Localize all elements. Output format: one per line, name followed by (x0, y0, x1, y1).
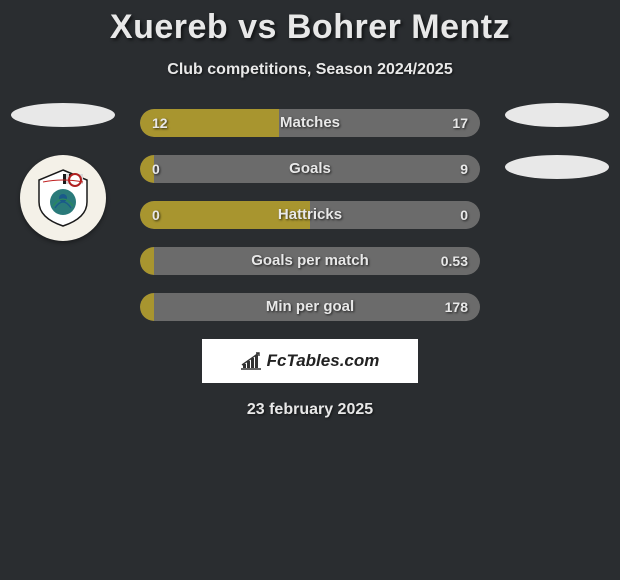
stat-label: Min per goal (140, 293, 480, 321)
stat-label: Matches (140, 109, 480, 137)
comparison-panel: 1217Matches 09Goals 00Hattricks 0.53Goals p… (0, 109, 620, 419)
stat-row: 00Hattricks (140, 201, 480, 229)
club-crest-left (20, 155, 106, 241)
page-title: Xuereb vs Bohrer Mentz (0, 0, 620, 47)
logo-text: FcTables.com (267, 351, 380, 371)
right-player-badges (502, 103, 612, 207)
club-placeholder-icon (505, 155, 609, 179)
fctables-logo[interactable]: FcTables.com (202, 339, 418, 383)
stat-label: Goals per match (140, 247, 480, 275)
stat-row: 1217Matches (140, 109, 480, 137)
date-label: 23 february 2025 (0, 401, 620, 419)
stat-row: 178Min per goal (140, 293, 480, 321)
stat-row: 0.53Goals per match (140, 247, 480, 275)
stat-row: 09Goals (140, 155, 480, 183)
stat-label: Goals (140, 155, 480, 183)
bar-chart-icon (241, 352, 263, 370)
stat-label: Hattricks (140, 201, 480, 229)
stat-bars: 1217Matches 09Goals 00Hattricks 0.53Goals p… (140, 109, 480, 321)
player-placeholder-icon (505, 103, 609, 127)
player-placeholder-icon (11, 103, 115, 127)
crest-graphic-icon (33, 168, 93, 228)
left-player-badges (8, 103, 118, 241)
subtitle: Club competitions, Season 2024/2025 (0, 61, 620, 79)
